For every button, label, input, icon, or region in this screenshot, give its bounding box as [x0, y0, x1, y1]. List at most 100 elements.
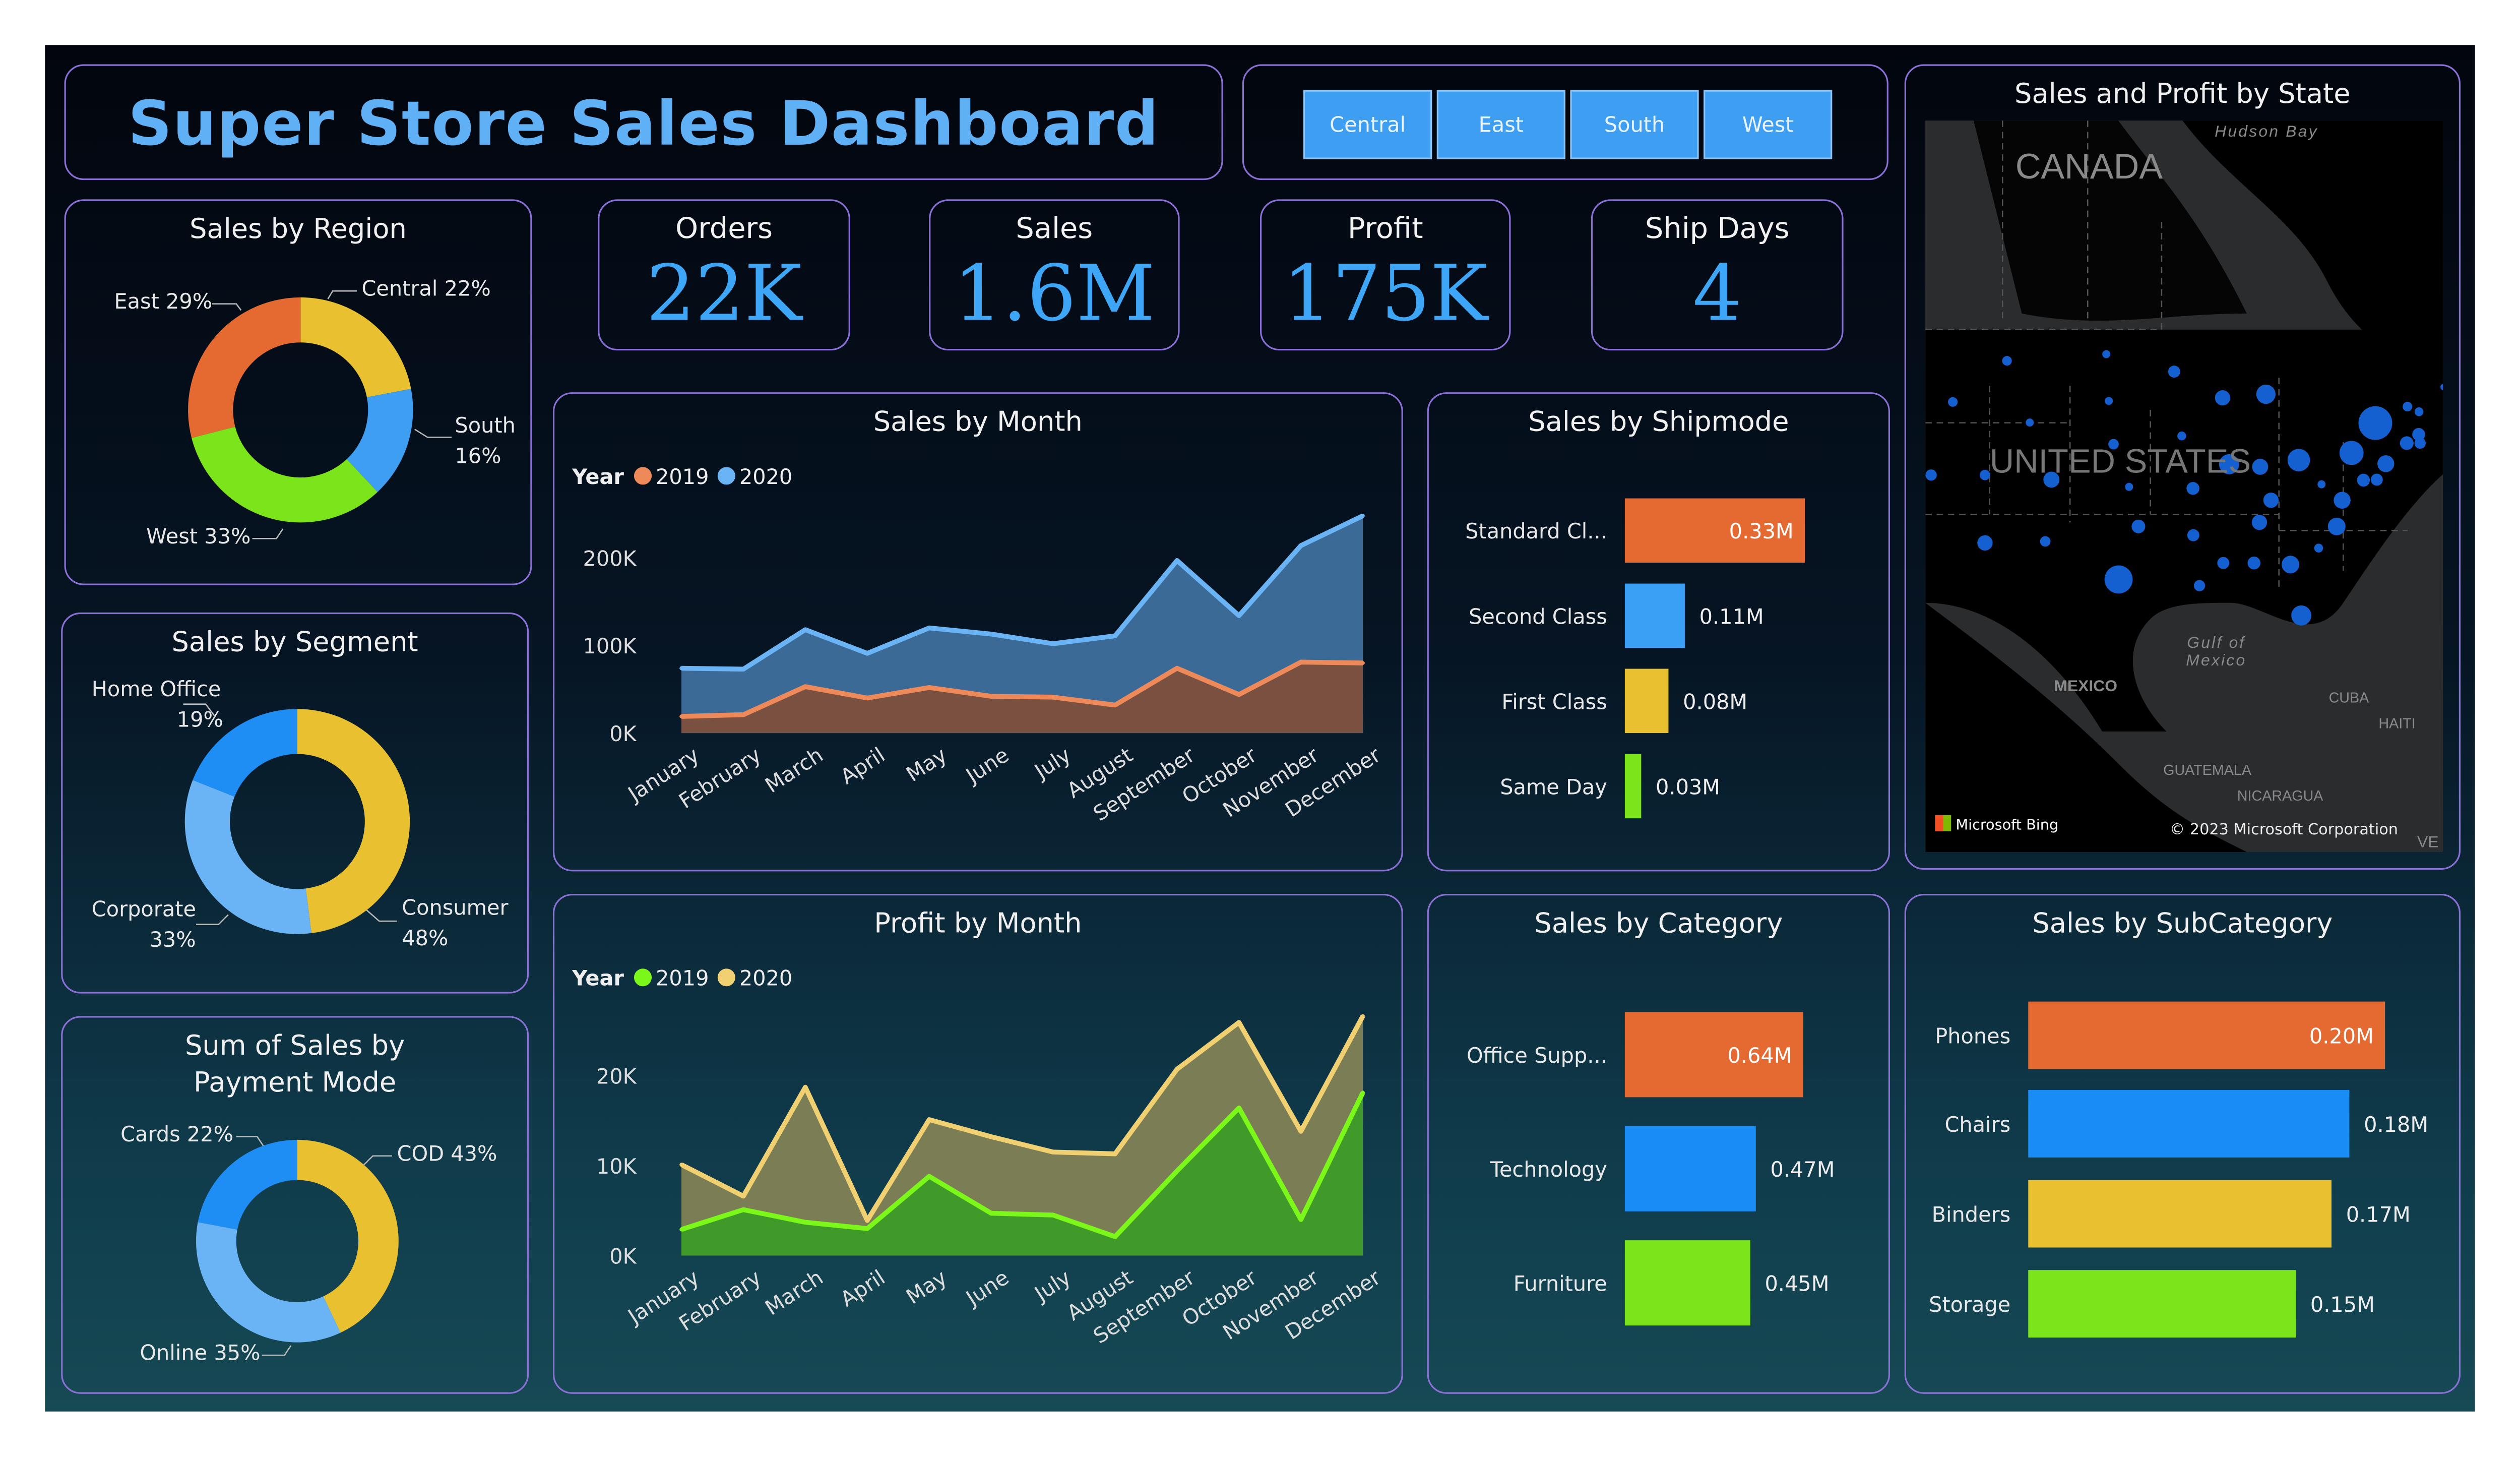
- map-bubble[interactable]: [2104, 565, 2133, 594]
- map-bubble[interactable]: [2251, 514, 2267, 530]
- map-bubble[interactable]: [2168, 366, 2180, 378]
- slicer-button-south[interactable]: South: [1570, 90, 1699, 159]
- map-bubble[interactable]: [2217, 557, 2230, 569]
- map-bubble[interactable]: [2131, 519, 2146, 533]
- map-bubble[interactable]: [2186, 482, 2199, 495]
- chart-title: Sales by Category: [1534, 908, 1783, 941]
- slicer-button-central[interactable]: Central: [1303, 90, 1432, 159]
- kpi-label: Ship Days: [1645, 212, 1790, 246]
- segment-value-home-office: 19%: [176, 709, 223, 734]
- map-bubble[interactable]: [2282, 556, 2300, 574]
- map-bubble[interactable]: [2334, 492, 2351, 509]
- map-bubble[interactable]: [2400, 436, 2414, 450]
- sales-by-region-panel: Sales by Region: [64, 199, 532, 585]
- bing-logo: Microsoft Bing: [1935, 815, 2058, 834]
- sales-by-segment-panel: Sales by Segment: [61, 612, 529, 994]
- kpi-value: 4: [1692, 249, 1742, 339]
- chart-title: Sales by Shipmode: [1528, 406, 1789, 439]
- map-label-gulf-of-mexico: Gulf of Mexico: [2186, 635, 2247, 671]
- map-bubble[interactable]: [2215, 390, 2231, 406]
- map-bubble[interactable]: [2263, 493, 2279, 508]
- map-bubble[interactable]: [2177, 431, 2186, 441]
- payment-mode-panel: Sum of Sales by Payment Mode: [61, 1016, 529, 1394]
- map-bubble[interactable]: [2412, 428, 2425, 441]
- map-bubble[interactable]: [2108, 439, 2119, 450]
- map-label-cuba: CUBA: [2328, 689, 2369, 706]
- bing-brand-text: Microsoft Bing: [1956, 818, 2059, 834]
- map-bubble[interactable]: [2105, 397, 2113, 405]
- chart-title: Profit by Month: [874, 908, 1082, 941]
- sales-by-category-panel: Sales by Category: [1427, 893, 1891, 1394]
- payment-label-cod: COD 43%: [397, 1143, 497, 1168]
- map-bubble[interactable]: [2291, 605, 2312, 626]
- page-title: Super Store Sales Dashboard: [128, 88, 1160, 159]
- chart-title: Sales by Region: [190, 214, 407, 246]
- map-borders: [1925, 120, 2408, 587]
- map-bubble[interactable]: [2358, 406, 2392, 440]
- map-bubble[interactable]: [1948, 397, 1958, 407]
- map-bubble[interactable]: [2040, 536, 2051, 547]
- map-bubble[interactable]: [2187, 529, 2199, 541]
- map-bubble[interactable]: [2252, 458, 2269, 475]
- map-bubble[interactable]: [1977, 535, 1993, 551]
- map-bubble[interactable]: [2357, 473, 2370, 487]
- segment-value-consumer: 48%: [402, 927, 449, 952]
- chart-title: Sales by Segment: [171, 627, 418, 659]
- map-label-ve: VE: [2417, 834, 2439, 853]
- region-slicer: Central East South West: [1242, 64, 1888, 180]
- map-label-canada: CANADA: [2015, 146, 2163, 187]
- kpi-label: Orders: [675, 212, 773, 246]
- map-bubble[interactable]: [2414, 437, 2426, 449]
- map-label-united-states: UNITED STATES: [1989, 444, 2251, 481]
- map-bubble[interactable]: [2327, 517, 2346, 535]
- map-bubble[interactable]: [2219, 454, 2239, 474]
- map-bubble[interactable]: [1925, 469, 1937, 481]
- slicer-button-west[interactable]: West: [1704, 90, 1833, 159]
- map-bubble[interactable]: [2002, 356, 2012, 366]
- region-label-south: South 16%: [455, 414, 516, 470]
- map-bubble[interactable]: [2256, 384, 2276, 404]
- map-bubble[interactable]: [2414, 407, 2424, 416]
- map-bubble[interactable]: [2193, 580, 2206, 591]
- kpi-card-orders: Orders 22K: [598, 199, 850, 351]
- segment-value-corporate: 33%: [149, 929, 196, 953]
- kpi-value: 175K: [1283, 249, 1488, 339]
- map-label-guatemala: GUATEMALA: [2163, 762, 2252, 778]
- region-label-east: East 29%: [114, 291, 213, 316]
- segment-label-home-office: Home Office: [91, 678, 221, 703]
- map-bubble[interactable]: [2314, 543, 2323, 553]
- map-bubble[interactable]: [2043, 471, 2060, 488]
- map-bubble[interactable]: [2026, 418, 2034, 427]
- map-bubble[interactable]: [2377, 455, 2395, 472]
- profit-by-month-panel: Profit by Month: [552, 893, 1403, 1394]
- chart-title: Sum of Sales by Payment Mode: [184, 1030, 405, 1100]
- chart-title: Sales by SubCategory: [2032, 908, 2333, 941]
- map-title: Sales and Profit by State: [2014, 79, 2351, 111]
- map-bubble[interactable]: [2440, 384, 2443, 390]
- segment-label-consumer: Consumer: [402, 897, 509, 922]
- payment-label-cards: Cards 22%: [120, 1123, 234, 1148]
- map-label-nicaragua: NICARAGUA: [2237, 787, 2323, 804]
- map-bubble[interactable]: [1980, 469, 1990, 480]
- map-bubble[interactable]: [2125, 482, 2133, 491]
- sales-by-month-panel: Sales by Month: [552, 392, 1403, 872]
- map-bubble[interactable]: [2102, 350, 2111, 358]
- kpi-card-sales: Sales 1.6M: [929, 199, 1180, 351]
- map-label-mexico: MEXICO: [2054, 678, 2118, 696]
- map-bubble[interactable]: [2317, 480, 2326, 489]
- kpi-label: Profit: [1347, 212, 1423, 246]
- sales-by-shipmode-panel: Sales by Shipmode: [1427, 392, 1891, 872]
- map-bubble[interactable]: [2287, 449, 2310, 471]
- map-bubble[interactable]: [2247, 556, 2260, 570]
- map-bubble[interactable]: [2403, 401, 2413, 412]
- region-label-west: West 33%: [146, 525, 251, 550]
- map-panel: Sales and Profit by State CANADA Hudson …: [1904, 64, 2461, 870]
- region-label-central: Central 22%: [361, 278, 491, 302]
- title-panel: Super Store Sales Dashboard: [64, 64, 1223, 180]
- map-canvas[interactable]: CANADA Hudson Bay UNITED STATES Gulf of …: [1925, 120, 2443, 853]
- map-land-north: [1973, 120, 2247, 321]
- map-bubble[interactable]: [2370, 473, 2383, 486]
- slicer-button-east[interactable]: East: [1436, 90, 1565, 159]
- map-bubble[interactable]: [2339, 441, 2364, 465]
